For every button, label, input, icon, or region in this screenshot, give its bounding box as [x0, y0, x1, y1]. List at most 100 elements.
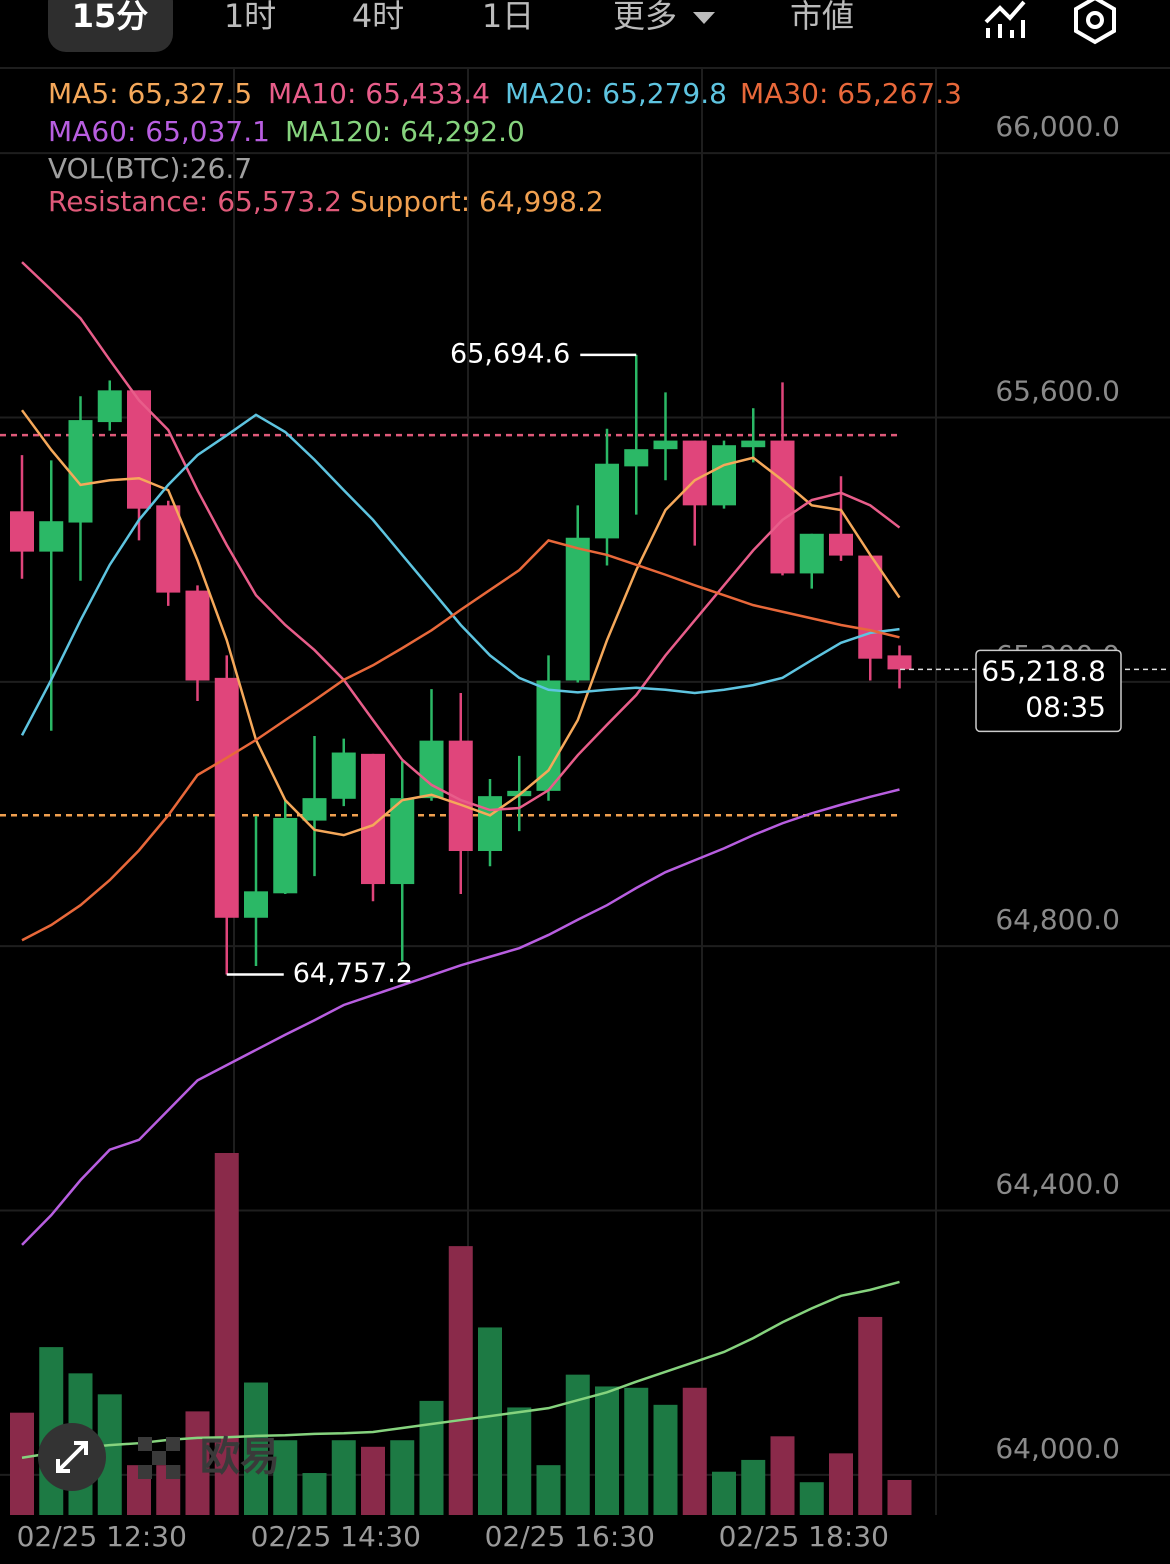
volume-bar	[185, 1411, 210, 1515]
volume-bar	[770, 1436, 795, 1515]
candle-body	[185, 590, 210, 681]
volume-bar	[712, 1471, 736, 1515]
x-tick-label: 02/25 16:30	[485, 1520, 655, 1553]
x-tick-label: 02/25 18:30	[719, 1520, 889, 1553]
low-label: 64,757.2	[293, 958, 413, 989]
candle-body	[331, 752, 356, 799]
logo-square	[152, 1451, 166, 1465]
legend-entry: MA60: 65,037.1	[48, 115, 270, 148]
volume-bar	[507, 1407, 532, 1515]
tab-bar: 15分 1时 4时 1日 更多 市値	[72, 0, 854, 35]
candle-body	[478, 796, 502, 852]
legend-entry: MA30: 65,267.3	[740, 77, 962, 110]
volume-bar	[478, 1327, 502, 1515]
candle-body	[97, 390, 122, 423]
candle-body	[536, 680, 561, 791]
hline-layer	[0, 433, 900, 817]
indicator-icon[interactable]	[984, 0, 1026, 38]
x-tick-label: 02/25 12:30	[17, 1520, 187, 1553]
icon-line	[984, 0, 1026, 24]
candle-body	[887, 655, 912, 670]
volume-bar	[741, 1459, 766, 1515]
expand-icon	[56, 1441, 88, 1473]
candle-body	[741, 440, 766, 448]
volume-bar	[214, 1153, 239, 1515]
level-label: Support: 64,998.2	[350, 185, 604, 218]
volume-bar	[244, 1382, 268, 1515]
volume-bar	[682, 1387, 707, 1515]
icon-hexagon	[1074, 0, 1116, 45]
candle-body	[68, 420, 93, 523]
volume-bar	[419, 1400, 444, 1515]
annotation-layer: 65,694.6 64,757.2 65,218.808:35	[226, 338, 1170, 989]
volume-bar	[858, 1316, 883, 1515]
expand-arrows	[56, 1441, 88, 1473]
candle-body	[858, 555, 883, 659]
volume-bar	[565, 1374, 590, 1515]
ma-line	[21, 538, 900, 942]
volume-bar	[653, 1404, 678, 1515]
y-tick-label: 64,400.0	[995, 1168, 1120, 1201]
last-price-box	[975, 649, 1122, 733]
tab-highlight	[48, 0, 173, 52]
candle-body	[799, 533, 824, 574]
ma-line	[20, 413, 900, 736]
icon-circle	[1086, 11, 1104, 29]
settings-icon[interactable]	[1074, 0, 1116, 45]
candle-body	[244, 891, 268, 918]
y-tick-label: 64,800.0	[995, 903, 1120, 936]
watermark: 欧易	[200, 1434, 280, 1480]
logo-mark	[138, 1437, 180, 1479]
volume-bar	[887, 1479, 912, 1515]
volume-bar	[536, 1465, 561, 1515]
tab[interactable]: 1时	[224, 0, 276, 35]
tab[interactable]: 市値	[790, 0, 854, 35]
candle-body	[214, 677, 239, 918]
candle-layer	[10, 354, 912, 975]
candle-body	[10, 511, 34, 552]
candle-body	[770, 440, 795, 574]
volume-bar	[273, 1440, 298, 1515]
candle-body	[712, 445, 736, 506]
ma-line	[21, 788, 900, 1246]
legend-entry: MA10: 65,433.4	[268, 77, 490, 110]
candle-body	[302, 798, 327, 821]
legend-entry: MA5: 65,327.5	[48, 77, 252, 110]
high-label: 65,694.6	[450, 338, 570, 369]
volume-label: VOL(BTC):26.7	[48, 152, 252, 185]
tab[interactable]: 1日	[482, 0, 534, 35]
candle-body	[624, 449, 649, 467]
logo-square	[138, 1465, 152, 1479]
y-tick-label: 66,000.0	[995, 110, 1120, 143]
volume-bar	[302, 1473, 327, 1515]
level-label: Resistance: 65,573.2	[48, 185, 342, 218]
logo-square	[138, 1437, 152, 1451]
tab[interactable]: 15分	[72, 0, 149, 35]
volume-bar	[595, 1386, 619, 1515]
volume-bar	[390, 1440, 415, 1515]
volume-layer	[10, 1153, 912, 1515]
candle-body	[682, 440, 707, 506]
candle-body	[390, 798, 415, 885]
countdown-label: 08:35	[1025, 690, 1106, 723]
tab[interactable]: 更多	[613, 0, 677, 35]
volume-bar	[799, 1482, 824, 1515]
candle-body	[653, 440, 678, 450]
candle-body	[273, 817, 298, 894]
candle-body	[565, 537, 590, 681]
candle-body	[595, 463, 619, 539]
candle-body	[829, 533, 853, 556]
dropdown-arrow[interactable]	[693, 12, 715, 24]
last-price-label: 65,218.8	[981, 654, 1106, 687]
volume-bar	[331, 1440, 356, 1515]
volume-bar	[10, 1412, 34, 1515]
volume-bar	[624, 1387, 649, 1515]
candle-body	[156, 505, 181, 593]
volume-bar	[361, 1446, 385, 1515]
logo-square	[166, 1437, 180, 1451]
tab[interactable]: 4时	[352, 0, 404, 35]
ma-line	[20, 409, 901, 837]
logo-square	[166, 1465, 180, 1479]
